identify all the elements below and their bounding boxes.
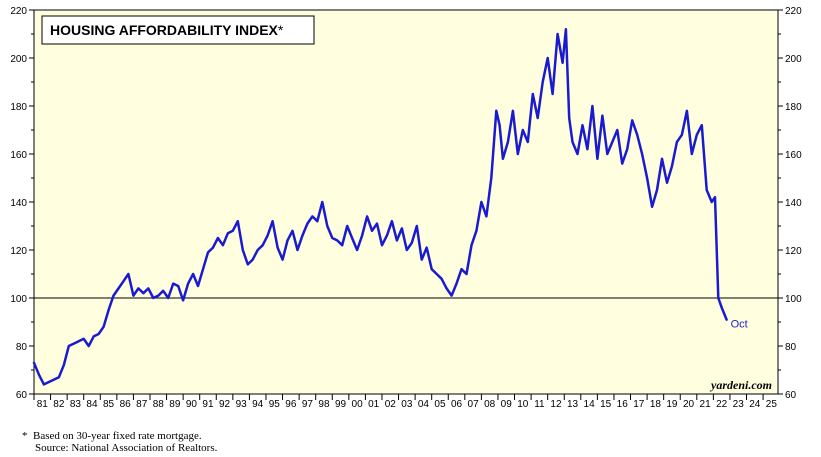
x-tick-label: 18: [650, 399, 662, 410]
y-tick-label-left: 100: [10, 294, 27, 305]
x-tick-label: 89: [169, 399, 181, 410]
y-tick-label-left: 120: [10, 246, 27, 257]
x-tick-label: 21: [700, 399, 712, 410]
y-tick-label-right: 200: [785, 54, 802, 65]
y-tick-label-right: 120: [785, 246, 802, 257]
x-tick-label: 91: [202, 399, 214, 410]
x-tick-label: 17: [633, 399, 645, 410]
x-tick-label: 25: [766, 399, 778, 410]
x-tick-label: 22: [716, 399, 728, 410]
chart-title: HOUSING AFFORDABILITY INDEX: [50, 22, 279, 38]
y-tick-label-left: 200: [10, 54, 27, 65]
x-tick-label: 83: [70, 399, 82, 410]
x-tick-label: 82: [53, 399, 65, 410]
x-tick-label: 10: [517, 399, 529, 410]
footnote-line2: Source: National Association of Realtors…: [35, 442, 218, 454]
x-tick-label: 09: [501, 399, 513, 410]
x-tick-label: 03: [401, 399, 413, 410]
x-tick-label: 88: [153, 399, 165, 410]
footnote-line1: Based on 30-year fixed rate mortgage.: [33, 430, 202, 442]
y-tick-label-right: 160: [785, 150, 802, 161]
y-tick-label-right: 180: [785, 102, 802, 113]
x-tick-label: 02: [385, 399, 397, 410]
footnote: * Based on 30-year fixed rate mortgage. …: [22, 430, 217, 454]
y-axis-right: 60 80 100 120 140 160 180 200 220: [778, 6, 802, 401]
y-tick-label-left: 220: [10, 6, 27, 17]
y-tick-label-left: 160: [10, 150, 27, 161]
x-tick-label: 20: [683, 399, 695, 410]
x-tick-label: 81: [37, 399, 49, 410]
x-axis: 81 82 83 84 85 86 87 88 89 90 91 92 93 94 95 96 97 98 99 00…: [33, 394, 778, 410]
x-tick-label: 23: [733, 399, 745, 410]
x-tick-label: 11: [534, 399, 545, 410]
x-tick-label: 13: [567, 399, 579, 410]
y-tick-label-right: 220: [785, 6, 802, 17]
y-axis-left: 60 80 100 120 140 160 180 200 220: [10, 6, 34, 401]
x-tick-label: 24: [749, 399, 761, 410]
x-tick-label: 08: [484, 399, 496, 410]
plot-area: [33, 9, 779, 395]
x-tick-label: 97: [302, 399, 314, 410]
chart-title-box: HOUSING AFFORDABILITY INDEX*: [41, 15, 315, 45]
y-tick-label-right: 140: [785, 198, 802, 209]
svg-text:HOUSING AFFORDABILITY INDEX*: HOUSING AFFORDABILITY INDEX*: [50, 22, 284, 38]
x-tick-label: 90: [186, 399, 198, 410]
x-tick-label: 12: [550, 399, 562, 410]
x-tick-label: 19: [666, 399, 678, 410]
x-tick-label: 16: [617, 399, 629, 410]
y-tick-label-right: 100: [785, 294, 802, 305]
x-tick-label: 96: [285, 399, 297, 410]
x-tick-label: 92: [219, 399, 231, 410]
x-tick-label: 14: [584, 399, 596, 410]
x-tick-label: 84: [86, 399, 98, 410]
x-tick-label: 87: [136, 399, 148, 410]
y-tick-label-left: 60: [16, 390, 28, 401]
series-line-housing-affordability: [32, 27, 728, 386]
y-tick-label-left: 80: [16, 342, 28, 353]
x-tick-label: 99: [335, 399, 347, 410]
x-tick-label: 95: [269, 399, 281, 410]
y-tick-label-right: 80: [785, 342, 797, 353]
x-tick-label: 93: [236, 399, 248, 410]
chart-title-marker: *: [278, 22, 284, 38]
x-tick-label: 98: [318, 399, 330, 410]
annotation-oct: Oct: [731, 319, 748, 331]
x-tick-label: 05: [434, 399, 446, 410]
x-tick-label: 04: [418, 399, 430, 410]
x-tick-label: 86: [120, 399, 132, 410]
footnote-marker: *: [22, 430, 28, 442]
x-tick-label: 15: [600, 399, 612, 410]
x-tick-label: 07: [468, 399, 480, 410]
x-tick-label: 85: [103, 399, 115, 410]
y-tick-label-right: 60: [785, 390, 797, 401]
x-tick-label: 06: [451, 399, 463, 410]
x-tick-label: 00: [352, 399, 364, 410]
credit-label: yardeni.com: [709, 378, 772, 392]
y-tick-label-left: 140: [10, 198, 27, 209]
x-tick-label: 94: [252, 399, 264, 410]
y-tick-label-left: 180: [10, 102, 27, 113]
x-tick-label: 01: [368, 399, 380, 410]
